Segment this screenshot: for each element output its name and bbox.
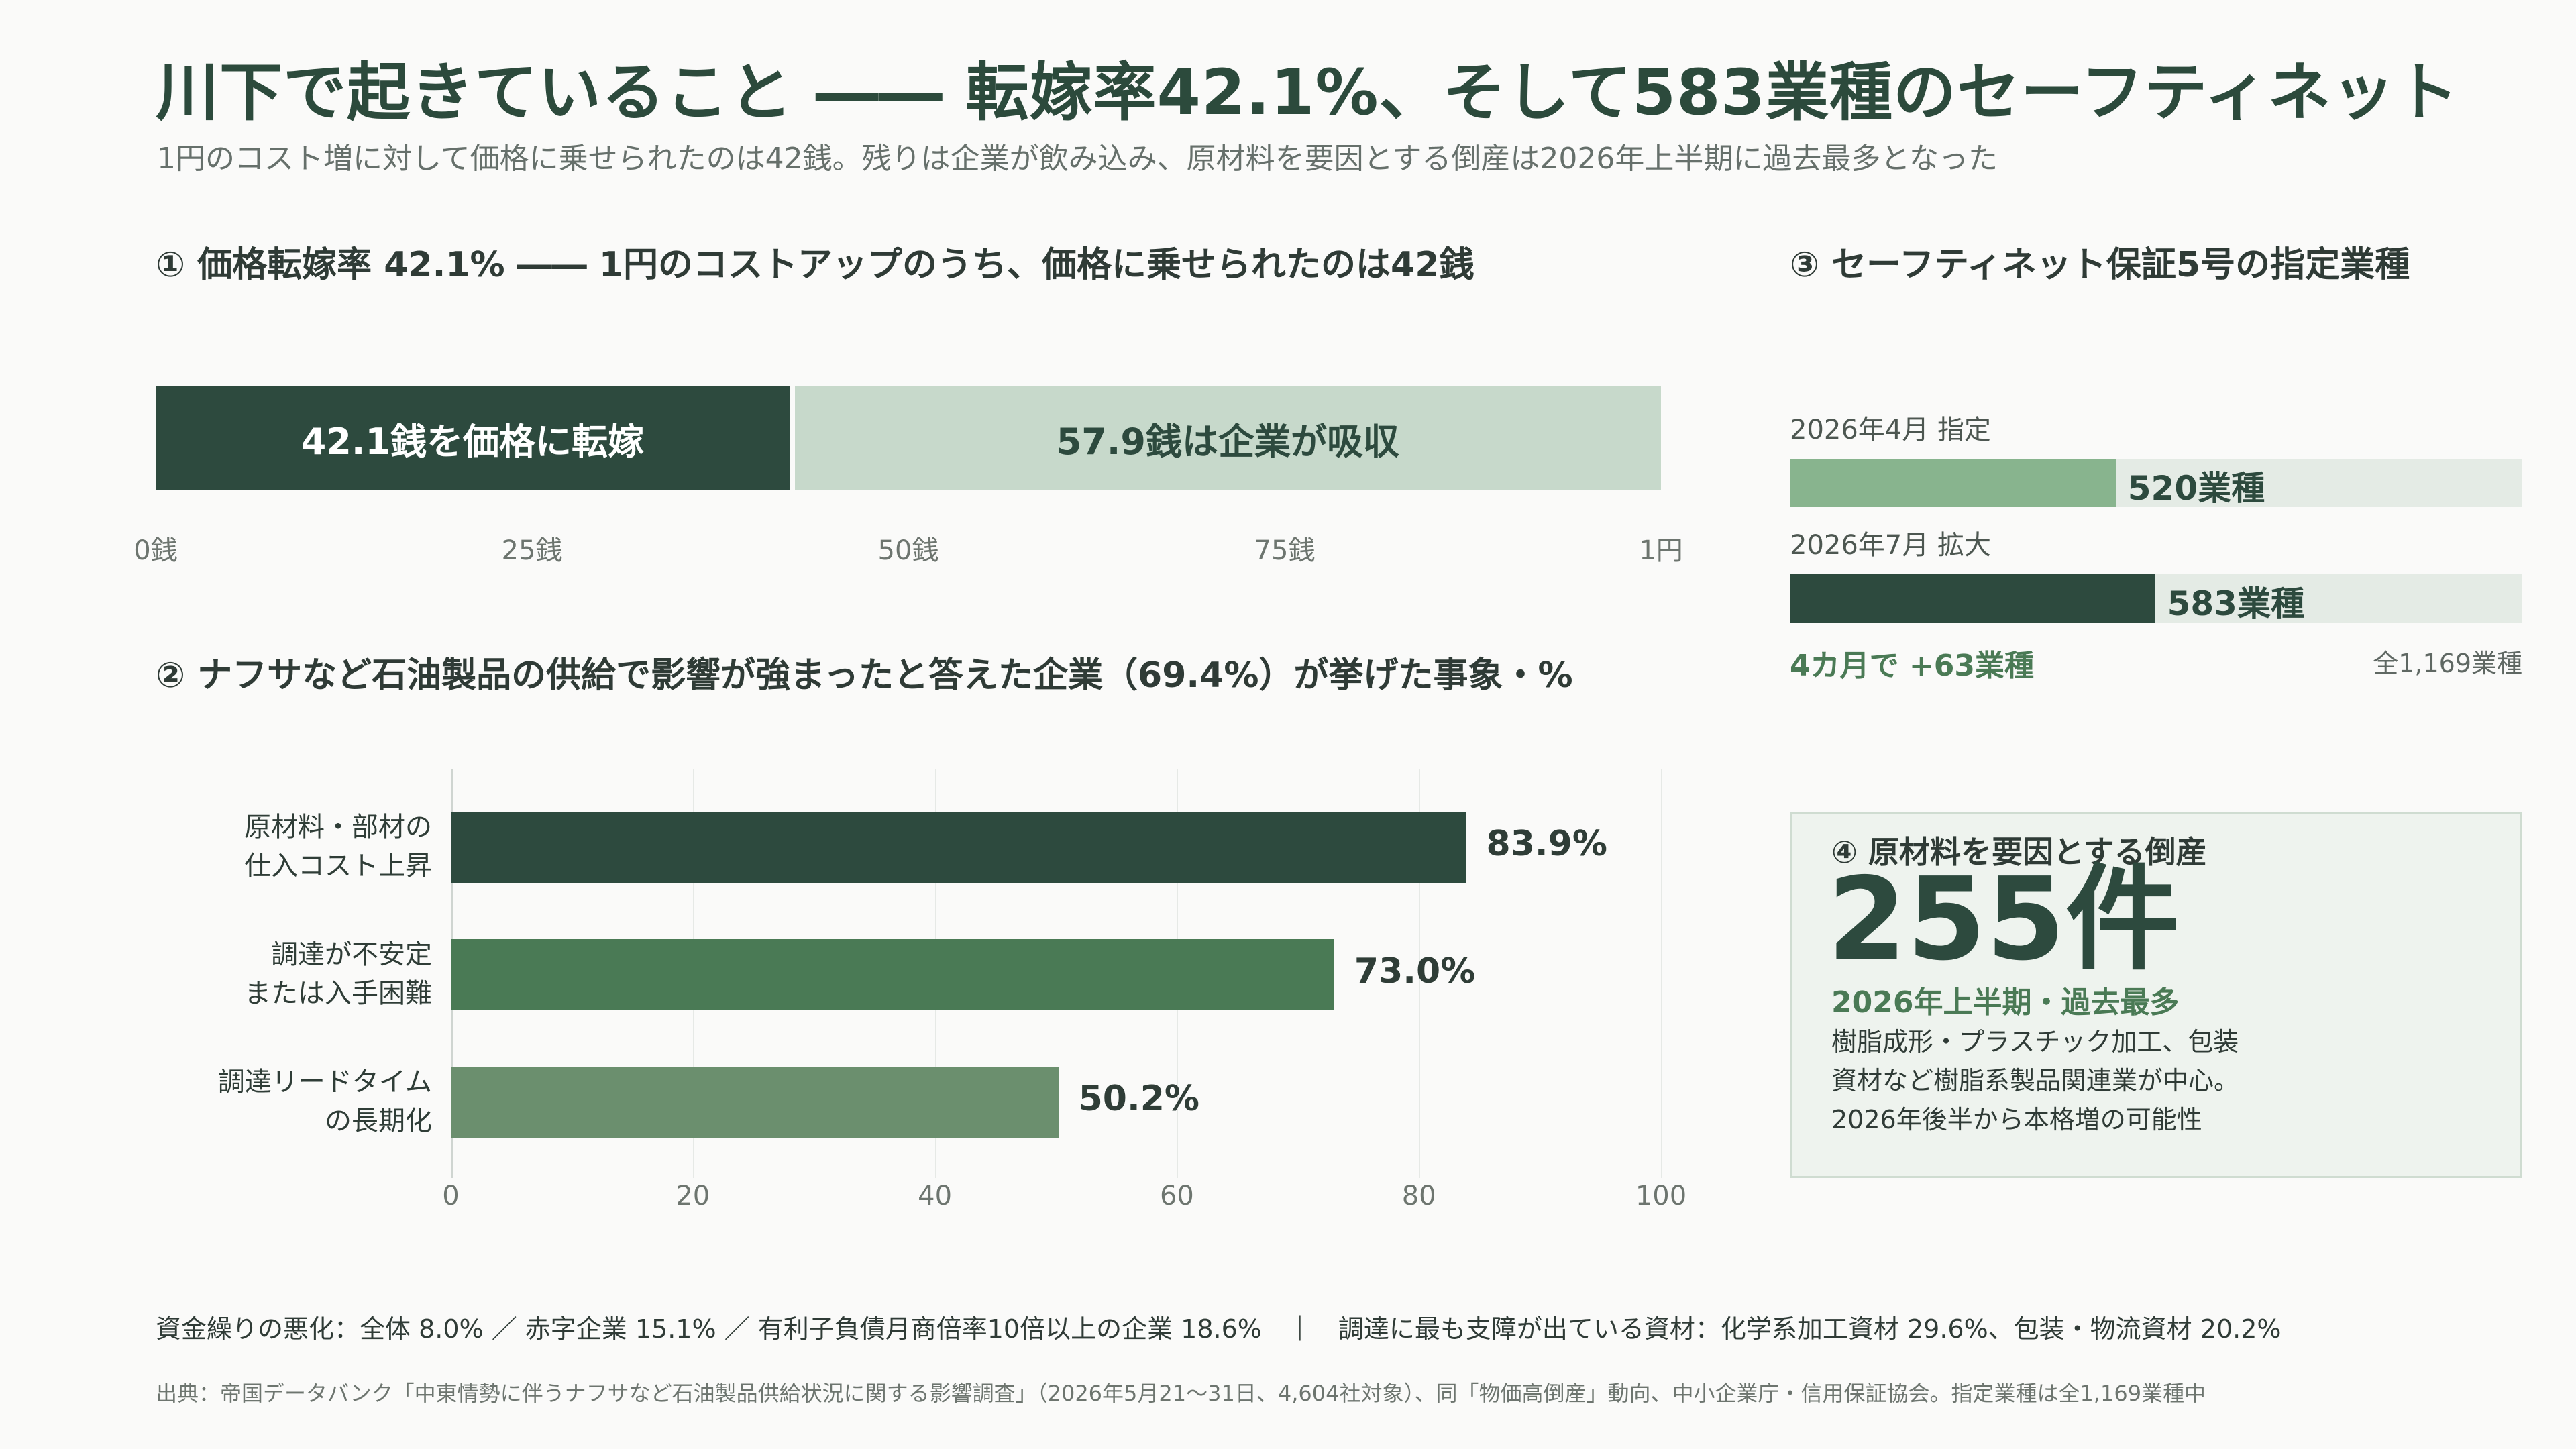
impact-category-label: 調達リードタイムの長期化 bbox=[150, 1063, 432, 1140]
impact-category-label: 原材料・部材の 仕入コスト上昇 bbox=[150, 808, 432, 885]
impact-category-line: 仕入コスト上昇 bbox=[244, 851, 432, 881]
sn-row-label: 2026年7月 拡大 bbox=[1790, 530, 1991, 561]
bankruptcy-heading: ④ 原材料を要因とする倒産 bbox=[1831, 834, 2207, 870]
pass-axis-tick: 50銭 bbox=[877, 535, 939, 566]
impact-axis-tick: 60 bbox=[1159, 1181, 1194, 1212]
desc-line: 資材など樹脂系製品関連業が中心。 bbox=[1831, 1066, 2240, 1095]
impact-category-line: 調達リードタイム bbox=[217, 1067, 432, 1097]
sn-bar bbox=[1790, 574, 2155, 623]
impact-axis-tick: 100 bbox=[1635, 1181, 1687, 1212]
impact-bar-value: 83.9% bbox=[1486, 824, 1607, 864]
desc-line: 2026年後半から本格増の可能性 bbox=[1831, 1105, 2202, 1134]
pass-bar: 42.1銭を価格に転嫁 bbox=[156, 386, 790, 490]
pass-axis-tick: 1円 bbox=[1639, 535, 1683, 566]
impact-gridline bbox=[1661, 769, 1662, 1178]
page-title: 川下で起きていること ―― 転嫁率42.1%、そして583業種のセーフティネット bbox=[156, 56, 2459, 129]
absorb-bar: 57.9銭は企業が吸収 bbox=[794, 386, 1661, 490]
bankruptcy-count: 255件 bbox=[1827, 853, 2180, 986]
section2-heading: ② ナフサなど石油製品の供給で影響が強まったと答えた企業（69.4%）が挙げた事… bbox=[156, 655, 1573, 696]
impact-gridline bbox=[1419, 769, 1421, 1178]
impact-bar bbox=[451, 939, 1334, 1010]
impact-category-line: 調達が不安定 bbox=[271, 939, 432, 970]
bankruptcy-sub: 2026年上半期・過去最多 bbox=[1831, 985, 2180, 1020]
page-subtitle: 1円のコスト増に対して価格に乗せられたのは42銭。残りは企業が飲み込み、原材料を… bbox=[157, 142, 1998, 176]
pass-bar-label: 42.1銭を価格に転嫁 bbox=[301, 420, 644, 463]
impact-axis-tick: 0 bbox=[442, 1181, 460, 1212]
sn-total: 全1,169業種 bbox=[2373, 649, 2522, 678]
section1-heading: ① 価格転嫁率 42.1% ―― 1円のコストアップのうち、価格に乗せられたのは… bbox=[156, 245, 1474, 285]
desc-line: 樹脂成形・プラスチック加工、包装 bbox=[1831, 1027, 2239, 1057]
impact-axis-tick: 20 bbox=[676, 1181, 710, 1212]
impact-axis-tick: 80 bbox=[1401, 1181, 1436, 1212]
impact-category-line: または入手困難 bbox=[244, 978, 432, 1009]
impact-bar bbox=[451, 812, 1466, 883]
absorb-bar-label: 57.9銭は企業が吸収 bbox=[1056, 420, 1399, 463]
impact-category-line: の長期化 bbox=[325, 1106, 432, 1136]
bankruptcy-card bbox=[1790, 812, 2522, 1178]
pass-axis-tick: 25銭 bbox=[501, 535, 563, 566]
impact-bar-value: 73.0% bbox=[1354, 951, 1476, 991]
sn-bar bbox=[1790, 459, 2116, 507]
pass-axis-tick: 75銭 bbox=[1254, 535, 1316, 566]
impact-category-label: 調達が不安定または入手困難 bbox=[150, 935, 432, 1013]
footer-note: 資金繰りの悪化：全体 8.0% ／ 赤字企業 15.1% ／ 有利子負債月商倍率… bbox=[156, 1314, 2282, 1344]
section3-heading: ③ セーフティネット保証5号の指定業種 bbox=[1790, 245, 2410, 285]
pass-axis-tick: 0銭 bbox=[133, 535, 178, 566]
impact-bar bbox=[451, 1067, 1059, 1138]
sn-value: 583業種 bbox=[2167, 584, 2304, 623]
impact-bar-value: 50.2% bbox=[1078, 1079, 1199, 1119]
footer-source: 出典：帝国データバンク「中東情勢に伴うナフサなど石油製品供給状況に関する影響調査… bbox=[156, 1381, 2206, 1406]
impact-category-line: 原材料・部材の bbox=[244, 812, 432, 843]
bankruptcy-description: 樹脂成形・プラスチック加工、包装 資材など樹脂系製品関連業が中心。 2026年後… bbox=[1831, 1022, 2239, 1139]
sn-value: 520業種 bbox=[2127, 469, 2265, 508]
impact-axis-tick: 40 bbox=[918, 1181, 953, 1212]
sn-delta: 4カ月で +63業種 bbox=[1790, 649, 2035, 683]
sn-row-label: 2026年4月 指定 bbox=[1790, 415, 1991, 445]
